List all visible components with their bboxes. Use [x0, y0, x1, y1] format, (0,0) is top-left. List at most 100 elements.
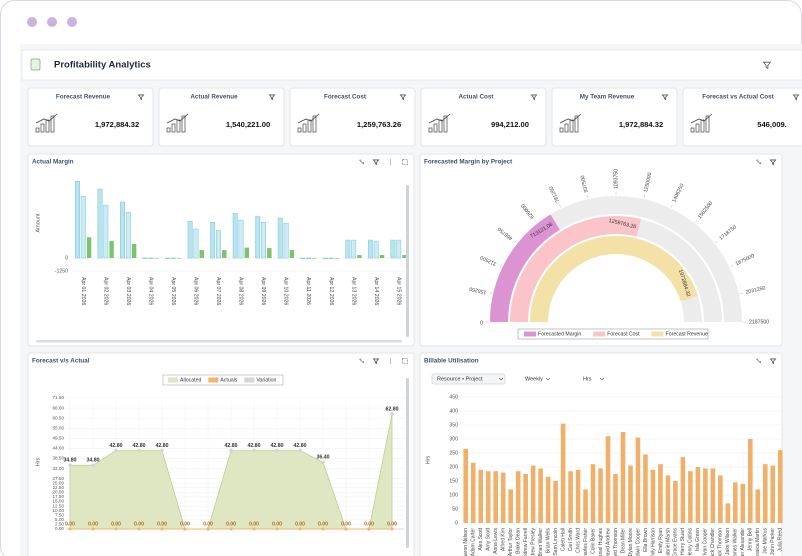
- bar: [261, 221, 266, 259]
- bar: [770, 465, 776, 523]
- dropdown[interactable]: [520, 374, 552, 384]
- radial-tick-label: 1250000: [643, 172, 653, 193]
- filter-icon: [769, 358, 777, 365]
- value-label: 42.80: [133, 443, 146, 449]
- x-tick-label: Apr 15 2026: [395, 277, 401, 305]
- x-tick-label: Apr 07 2026: [215, 277, 221, 305]
- point: [114, 527, 118, 531]
- x-tick-label: Apr 09 2026: [260, 277, 266, 305]
- x-tick-label: Carl Smith: [568, 528, 574, 552]
- x-tick-label: James Walker: [733, 528, 739, 556]
- panel-title: Actual Margin: [32, 159, 74, 166]
- window-dot: [47, 17, 57, 27]
- bar: [485, 471, 491, 523]
- point: [390, 527, 394, 531]
- point: [229, 527, 233, 531]
- x-tick-label: Henry Collins: [688, 528, 694, 556]
- point: [183, 527, 187, 531]
- point: [321, 527, 325, 531]
- legend-box: [162, 374, 284, 386]
- bar: [777, 450, 783, 523]
- filter-icon: [792, 94, 800, 101]
- point: [390, 412, 394, 416]
- bar: [312, 258, 317, 259]
- radial-tick-label: 1093750: [613, 169, 619, 189]
- bar: [673, 481, 678, 523]
- y-tick-label: 0.00: [55, 526, 64, 531]
- bar: [680, 457, 686, 523]
- x-tick-label: Apr 04 2026: [147, 277, 153, 305]
- value-label: 0.00: [387, 521, 397, 527]
- zoom-icon: [359, 159, 364, 165]
- tick-mark: [730, 265, 734, 268]
- bar: [328, 257, 334, 259]
- value-label: 42.80: [294, 443, 307, 449]
- x-tick-label: Chris Ward: [575, 528, 581, 553]
- kpi-card: [682, 87, 802, 147]
- x-tick-label: Ivan Cooper: [703, 528, 709, 556]
- dropdown-label[interactable]: Weekly: [525, 377, 543, 383]
- kpi-value: 1,972,884.32: [95, 120, 139, 129]
- bar: [334, 258, 340, 259]
- x-tick-label: Harry Stuart: [680, 527, 686, 555]
- radial-tick-label: 156250: [469, 285, 487, 295]
- bar: [725, 503, 731, 523]
- y-tick-label: 12.50: [53, 503, 65, 508]
- value-label: 42.80: [225, 443, 238, 449]
- kpi-icon-bar: [695, 123, 700, 133]
- kpi-icon-bar: [690, 127, 695, 133]
- legend-swatch: [651, 331, 664, 337]
- y-axis-label: Hrs: [425, 455, 431, 464]
- y-tick-label: 55.00: [53, 425, 65, 430]
- legend-label: Forecasted Margin: [538, 331, 581, 337]
- app-icon: [30, 58, 41, 71]
- y-tick-label: 20.00: [53, 490, 65, 495]
- legend-swatch: [524, 331, 536, 337]
- value-label: 62.80: [386, 406, 399, 412]
- bar: [80, 196, 86, 259]
- bar: [613, 474, 618, 523]
- point: [137, 448, 141, 453]
- x-tick-label: Jennifer Alexander: [740, 528, 746, 556]
- y-tick-label: 5.00: [55, 517, 64, 522]
- kpi-icon-bar: [181, 115, 186, 133]
- kpi-card: [551, 87, 678, 147]
- dropdown[interactable]: [578, 374, 606, 384]
- kpi-icon-bar: [433, 123, 438, 133]
- point: [367, 527, 371, 531]
- dropdown-label[interactable]: Resource • Project: [437, 377, 483, 383]
- x-tick-label: Ella Brown: [643, 528, 649, 552]
- x-tick-label: Grace Evans: [673, 528, 679, 556]
- bar: [267, 248, 272, 259]
- window-dot: [27, 17, 37, 27]
- y-tick-label: 200: [449, 464, 458, 470]
- bar: [748, 439, 753, 523]
- x-tick-label: Emily Harrison: [650, 528, 656, 556]
- y-tick-label: 300: [449, 436, 458, 442]
- app-title: Profitability Analytics: [54, 60, 151, 71]
- bar: [530, 465, 536, 523]
- x-tick-label: Andrew Presley: [530, 528, 536, 556]
- bar: [306, 257, 312, 259]
- x-tick-label: Apr 14 2026: [373, 277, 379, 305]
- bar: [75, 180, 80, 259]
- menu-dot: [390, 161, 391, 163]
- y-tick-label: 0: [65, 255, 68, 261]
- bar: [396, 239, 402, 259]
- x-tick-label: Julia Reed: [778, 528, 784, 552]
- kpi-icon-bar: [559, 127, 564, 133]
- zoom-icon: [756, 159, 761, 165]
- kpi-value: 1,972,884.32: [619, 120, 663, 129]
- dropdown[interactable]: [431, 373, 506, 385]
- x-tick-label: Anna Lewis: [493, 528, 499, 554]
- x-tick-label: Jenny Bell: [748, 528, 754, 551]
- kpi-icon-bar: [705, 115, 710, 133]
- bar: [351, 239, 357, 259]
- dropdown-label[interactable]: Hrs: [583, 377, 592, 383]
- bar: [590, 464, 596, 523]
- value-label: 0.00: [272, 521, 282, 527]
- bar: [238, 219, 244, 259]
- kpi-icon-bar: [50, 115, 55, 133]
- tick-mark: [586, 195, 588, 199]
- bar: [538, 468, 543, 523]
